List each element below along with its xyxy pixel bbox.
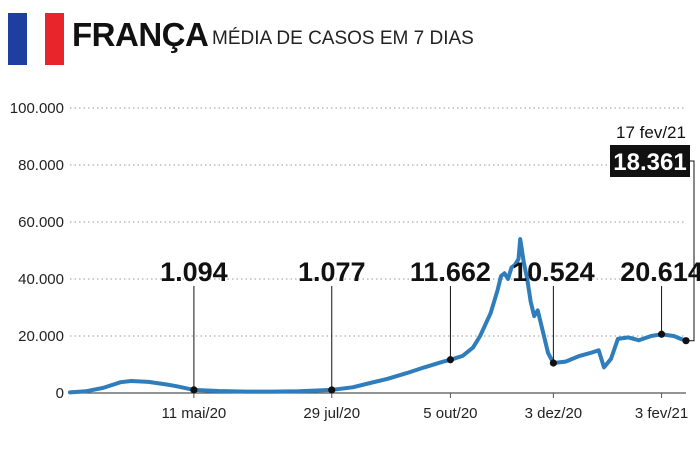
y-tick-label: 80.000 [18,157,64,174]
annotation-point [328,386,336,394]
annotation-point [657,330,666,338]
flag-blue-stripe [8,13,27,65]
annotation-point [446,356,455,364]
annotation-value-label: 1.077 [298,257,366,287]
last-value-label: 18.361 [613,149,686,176]
y-tick-label: 60.000 [18,214,64,231]
x-tick-label: 29 jul/20 [303,405,360,422]
annotation-value-label: 1.094 [160,257,228,287]
last-date-label: 17 fev/21 [616,123,686,142]
annotation-value-label: 20.614 [620,257,700,287]
flag-red-stripe [45,13,65,65]
france-flag [8,13,65,65]
x-tick-label: 3 fev/21 [635,405,688,422]
annotation-value-label: 11.662 [410,257,491,287]
last-value-point [682,337,690,345]
y-tick-label: 0 [56,385,64,402]
flag-white-stripe [26,13,46,65]
last-value-leader-line [686,160,695,342]
annotation-point [190,386,198,394]
annotation-point [549,359,557,367]
y-tick-label: 20.000 [18,328,64,345]
cases-series-line [68,237,688,395]
y-tick-label: 40.000 [18,271,64,288]
x-tick-label: 5 out/20 [423,405,477,422]
chart-subtitle: MÉDIA DE CASOS EM 7 DIAS [212,28,474,49]
annotation-value-label: 10.524 [512,257,595,287]
x-tick-label: 11 mai/20 [162,405,227,422]
x-tick-label: 3 dez/20 [525,405,583,422]
y-tick-label: 100.000 [10,100,64,117]
country-title: FRANÇA [72,16,209,53]
last-value-box [610,145,690,177]
